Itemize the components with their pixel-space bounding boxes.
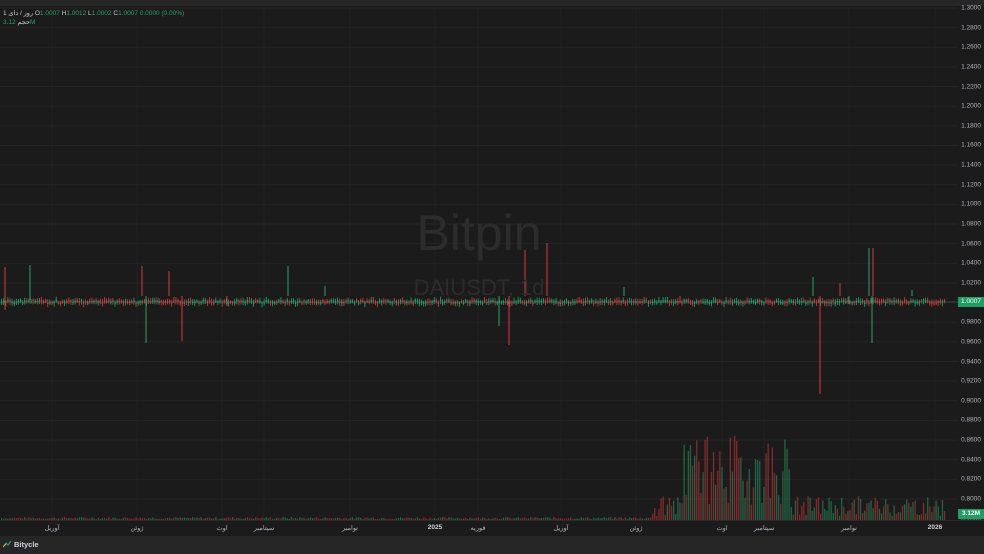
time-tick-label: فوریه	[470, 525, 486, 532]
high-value: 1.0012	[66, 10, 87, 17]
price-tick-label: 1.2400	[961, 63, 981, 71]
price-tick-label: 1.2800	[961, 24, 981, 32]
price-tick-label: 1.0800	[961, 220, 981, 228]
footer-bar	[0, 536, 984, 554]
volume-line: حجم 3.12M	[3, 18, 184, 27]
time-tick-label: ژوئن	[130, 525, 144, 532]
price-tick-label: 1.2600	[961, 43, 981, 51]
change-value: 0.0000 (0.00%)	[139, 10, 185, 17]
price-tick-label: 0.9800	[961, 318, 981, 326]
price-axis[interactable]: 1.3000 1.2800 1.2600 1.2400 1.2200 1.2000 1.18…	[958, 4, 984, 522]
footer-brand[interactable]: Bitycle	[3, 540, 39, 549]
bitycle-logo-icon	[3, 541, 12, 548]
time-tick-label: اوت	[716, 525, 728, 532]
price-tick-label: 0.9400	[961, 358, 981, 366]
current-price-badge: 1.0007	[958, 297, 984, 307]
open-value: 1.0007	[39, 10, 60, 17]
volume-value: 3.12M	[3, 19, 36, 26]
price-chart[interactable]	[0, 6, 958, 520]
time-tick-label: آوریل	[44, 525, 60, 532]
time-tick-label: نوامبر	[840, 525, 858, 532]
price-tick-label: 1.0400	[961, 259, 981, 267]
time-tick-label: سپتامبر	[753, 525, 775, 532]
price-tick-label: 1.0600	[961, 240, 981, 248]
time-tick-label: 2025	[427, 524, 443, 531]
volume-label[interactable]: حجم	[17, 19, 31, 26]
price-tick-label: 1.1800	[961, 122, 981, 130]
price-tick-label: 0.9600	[961, 338, 981, 346]
low-value: 1.0002	[91, 10, 112, 17]
price-tick-label: 0.9000	[961, 397, 981, 405]
price-tick-label: 0.8800	[961, 416, 981, 424]
footer-brand-label: Bitycle	[14, 540, 39, 549]
price-tick-label: 1.0200	[961, 279, 981, 287]
price-tick-label: 0.8400	[961, 456, 981, 464]
time-tick-label: نوامبر	[341, 525, 359, 532]
time-tick-label: آوریل	[553, 525, 569, 532]
price-tick-label: 1.1400	[961, 161, 981, 169]
price-tick-label: 1.3000	[961, 4, 981, 12]
candlestick-canvas[interactable]	[0, 6, 958, 520]
symbol-interval[interactable]: 1 روز / دای	[3, 10, 34, 17]
price-tick-label: 1.2000	[961, 102, 981, 110]
time-tick-label: ژوئن	[629, 525, 643, 532]
ohlc-legend: 1 روز / دای O1.0007 H1.0012 L1.0002 C1.0…	[3, 9, 184, 27]
price-tick-label: 0.8200	[961, 475, 981, 483]
time-tick-label: سپتامبر	[253, 525, 275, 532]
time-axis[interactable]: آوریل ژوئن اوت سپتامبر نوامبر 2025 فوریه آوریل ژ…	[0, 520, 984, 537]
time-tick-label: 2026	[927, 524, 943, 531]
volume-badge: 3.12M	[958, 509, 984, 519]
price-tick-label: 0.8600	[961, 436, 981, 444]
time-tick-label: اوت	[216, 525, 228, 532]
price-tick-label: 0.8000	[961, 495, 981, 503]
close-value: 1.0007	[118, 10, 138, 17]
ohlc-line: 1 روز / دای O1.0007 H1.0012 L1.0002 C1.0…	[3, 10, 185, 17]
price-tick-label: 1.1200	[961, 181, 981, 189]
price-tick-label: 0.9200	[961, 377, 981, 385]
price-tick-label: 1.2200	[961, 83, 981, 91]
price-tick-label: 1.1600	[961, 141, 981, 149]
price-tick-label: 1.1000	[961, 200, 981, 208]
